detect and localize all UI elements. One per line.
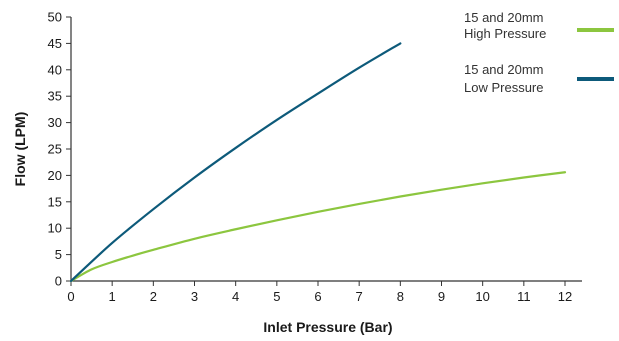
axes <box>70 17 582 282</box>
y-tick-label: 10 <box>48 221 62 236</box>
y-axis-title: Flow (LPM) <box>12 112 28 187</box>
y-tick-label: 20 <box>48 168 62 183</box>
series-line-low-pressure <box>69 42 402 283</box>
x-tick-label: 5 <box>273 289 280 304</box>
x-tick-label: 11 <box>517 289 531 304</box>
y-tick-label: 25 <box>48 142 62 157</box>
y-tick-label: 0 <box>55 274 62 289</box>
legend-label-line: 15 and 20mm <box>464 62 544 77</box>
x-tick-label: 2 <box>150 289 157 304</box>
x-tick-label: 9 <box>438 289 445 304</box>
x-tick-label: 12 <box>558 289 572 304</box>
x-axis-ticks: 0 1 2 3 4 5 6 7 8 9 10 11 12 <box>67 281 572 304</box>
x-tick-label: 1 <box>109 289 116 304</box>
x-tick-label: 6 <box>314 289 321 304</box>
x-tick-label: 8 <box>397 289 404 304</box>
x-tick-label: 10 <box>475 289 489 304</box>
y-tick-label: 45 <box>48 36 62 51</box>
y-tick-label: 50 <box>48 10 62 25</box>
y-tick-label: 40 <box>48 62 62 77</box>
y-tick-label: 15 <box>48 194 62 209</box>
x-tick-label: 7 <box>356 289 363 304</box>
y-tick-label: 30 <box>48 115 62 130</box>
legend-swatch <box>577 28 614 32</box>
x-axis-title: Inlet Pressure (Bar) <box>263 319 392 335</box>
series-line-high-pressure <box>69 171 567 283</box>
x-tick-label: 4 <box>232 289 239 304</box>
y-tick-label: 5 <box>55 247 62 262</box>
legend-label-line: High Pressure <box>464 26 546 41</box>
legend-swatch <box>577 77 614 81</box>
series-lines <box>69 42 567 283</box>
y-axis-ticks: 0 5 10 15 20 25 30 35 40 45 50 <box>48 10 71 289</box>
y-tick-label: 35 <box>48 89 62 104</box>
legend-label-line: Low Pressure <box>464 80 543 95</box>
legend-label-line: 15 and 20mm <box>464 10 544 25</box>
x-tick-label: 0 <box>67 289 74 304</box>
x-tick-label: 3 <box>191 289 198 304</box>
